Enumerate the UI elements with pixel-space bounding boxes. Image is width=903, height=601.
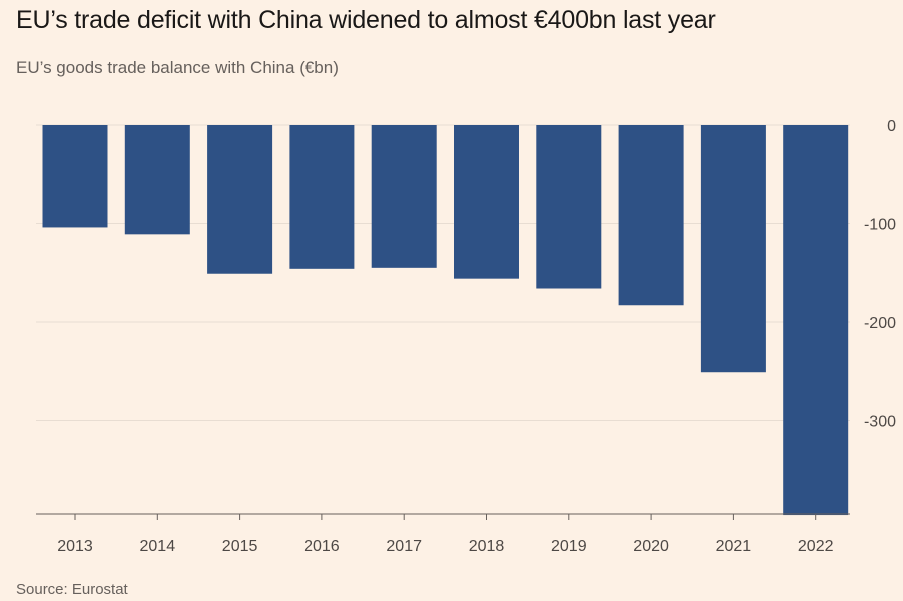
x-tick-label: 2016 [304, 538, 340, 555]
x-axis [36, 513, 850, 520]
x-axis-tick-labels: 2013 2014 2015 2016 2017 2018 2019 2020 2021 2022 [57, 538, 833, 555]
y-tick-label: -100 [864, 217, 896, 234]
x-tick-label: 2017 [386, 538, 422, 555]
bar [536, 125, 602, 289]
bar [700, 125, 766, 373]
source-note: Source: Eurostat [16, 581, 128, 598]
y-axis-tick-labels: 0 -100 -200 -300 [864, 118, 896, 431]
chart-subtitle: EU’s goods trade balance with China (€bn… [16, 58, 339, 77]
x-tick-label: 2019 [551, 538, 587, 555]
bar [618, 125, 684, 306]
bars [42, 125, 849, 516]
x-tick-label: 2014 [140, 538, 176, 555]
y-tick-label: -200 [864, 315, 896, 332]
x-tick-label: 2013 [57, 538, 93, 555]
x-tick-label: 2021 [716, 538, 752, 555]
chart-title: EU’s trade deficit with China widened to… [16, 6, 716, 34]
bar [207, 125, 273, 274]
bar [783, 125, 849, 516]
bar [124, 125, 190, 235]
bar [371, 125, 437, 268]
bar [289, 125, 355, 269]
x-tick-label: 2015 [222, 538, 258, 555]
x-tick-label: 2020 [633, 538, 669, 555]
x-tick-label: 2022 [798, 538, 834, 555]
x-tick-label: 2018 [469, 538, 505, 555]
bar [454, 125, 519, 279]
y-tick-label: 0 [887, 118, 896, 135]
y-tick-label: -300 [864, 414, 896, 431]
bar [42, 125, 108, 228]
